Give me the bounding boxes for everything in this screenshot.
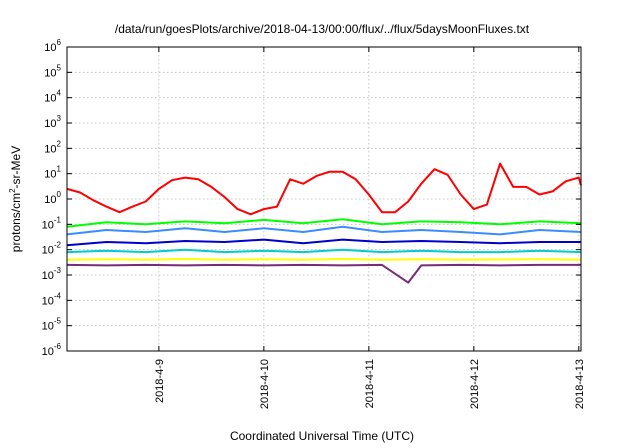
y-tick-label: 10-5 — [42, 317, 62, 333]
y-tick-label: 101 — [44, 165, 61, 181]
y-axis-ticks: 10-610-510-410-310-210-11001011021031041… — [42, 38, 581, 358]
series-line-5 — [66, 248, 582, 254]
y-tick-label: 104 — [44, 89, 61, 105]
y-tick-exponent: 3 — [57, 114, 62, 123]
y-tick-base: 10 — [44, 67, 56, 79]
chart-title: /data/run/goesPlots/archive/2018-04-13/0… — [115, 22, 530, 36]
y-tick-exponent: 0 — [57, 190, 62, 199]
series-line-6 — [66, 258, 582, 261]
x-tick-label: 2018-4-10 — [259, 359, 271, 409]
y-tick-exponent: -6 — [54, 342, 62, 351]
y-tick-label: 102 — [44, 139, 61, 155]
series-line-1 — [66, 162, 582, 216]
y-tick-exponent: 1 — [57, 165, 62, 174]
y-tick-exponent: -1 — [54, 215, 62, 224]
y-tick-exponent: -2 — [54, 241, 62, 250]
y-tick-label: 10-1 — [42, 215, 62, 231]
y-tick-exponent: 4 — [57, 89, 62, 98]
x-axis-label: Coordinated Universal Time (UTC) — [230, 429, 414, 443]
series-layer — [66, 162, 582, 284]
y-tick-base: 10 — [42, 270, 54, 282]
y-tick-label: 10-6 — [42, 342, 62, 358]
y-tick-base: 10 — [44, 143, 56, 155]
y-tick-label: 100 — [44, 190, 61, 206]
y-tick-base: 10 — [42, 245, 54, 257]
y-axis-label: protons/cm2-sr-MeV — [8, 146, 23, 252]
y-tick-label: 10-3 — [42, 266, 62, 282]
y-axis-label-sup: 2 — [8, 188, 17, 193]
series-line-7 — [66, 263, 581, 284]
y-tick-label: 106 — [44, 38, 61, 54]
series-line-3 — [66, 225, 582, 236]
y-tick-label: 105 — [44, 63, 61, 79]
y-tick-base: 10 — [42, 219, 54, 231]
y-tick-base: 10 — [44, 169, 56, 181]
series-line-4 — [66, 238, 581, 247]
y-tick-base: 10 — [42, 295, 54, 307]
y-tick-base: 10 — [44, 194, 56, 206]
y-tick-base: 10 — [42, 346, 54, 358]
x-tick-label: 2018-4-11 — [364, 359, 376, 408]
y-tick-base: 10 — [44, 42, 56, 54]
series-line-2 — [66, 218, 582, 228]
y-axis-label-after: -sr-MeV — [9, 146, 23, 189]
y-tick-exponent: 5 — [57, 63, 62, 72]
y-tick-label: 10-2 — [42, 241, 62, 257]
y-tick-base: 10 — [44, 118, 56, 130]
x-axis-ticks: 2018-4-9 2018-4-10 2018-4-11 2018-4-12 2018-… — [154, 47, 586, 409]
x-tick-label: 2018-4-13 — [574, 359, 586, 409]
y-tick-exponent: -4 — [54, 291, 62, 300]
y-axis-label-before: protons/cm — [9, 193, 23, 252]
y-tick-exponent: -3 — [54, 266, 62, 275]
y-tick-base: 10 — [44, 93, 56, 105]
y-tick-base: 10 — [42, 321, 54, 333]
y-tick-label: 10-4 — [42, 291, 62, 307]
y-tick-label: 103 — [44, 114, 61, 130]
y-tick-exponent: 2 — [57, 139, 62, 148]
grid — [67, 47, 581, 351]
x-tick-label: 2018-4-9 — [154, 359, 166, 403]
x-tick-label: 2018-4-12 — [469, 359, 481, 409]
y-tick-exponent: 6 — [57, 38, 62, 47]
y-tick-exponent: -5 — [54, 317, 62, 326]
